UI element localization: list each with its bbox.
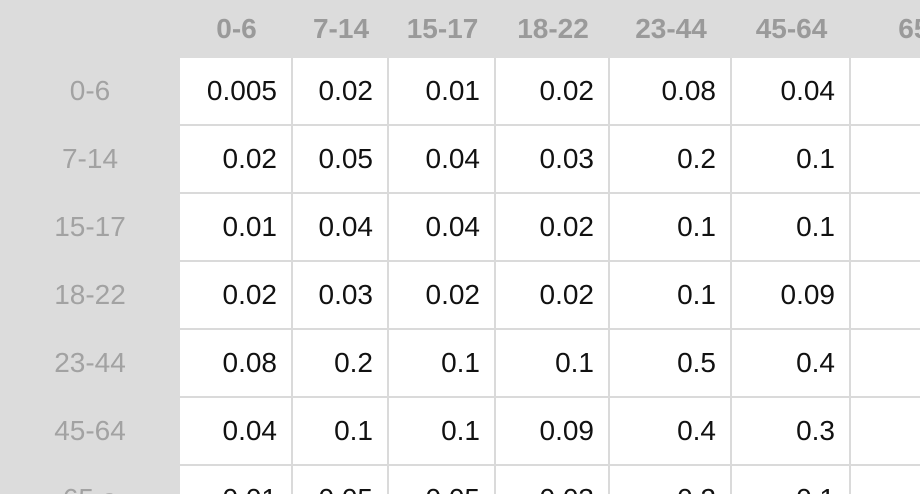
cell: 0.2 [293,330,389,398]
cell: 0.1 [732,466,851,494]
cell: 0.02 [496,58,610,126]
row-header: 23-44 [54,347,126,378]
row-header: 15-17 [54,211,126,242]
row-header: 45-64 [54,415,126,446]
cell: 0.02 [293,58,389,126]
cell [851,398,920,466]
cell: 0.01 [180,194,293,262]
cell: 0.03 [293,262,389,330]
column-header: 18-22 [517,13,589,44]
cell: 0.03 [496,126,610,194]
cell: 0.02 [180,262,293,330]
cell [851,262,920,330]
cell [851,194,920,262]
row-header: 7-14 [61,143,119,174]
cell: 0.02 [496,262,610,330]
column-header: 45-64 [755,13,828,44]
cell: 0.01 [389,58,496,126]
cell: 0.005 [180,58,293,126]
cell: 0.04 [293,194,389,262]
row-header: 65 a [0,466,180,494]
row-header: 18-22 [54,279,126,310]
cell [851,126,920,194]
cell: 0.2 [610,466,732,494]
cell: 0.05 [389,466,496,494]
cell: 0.4 [732,330,851,398]
cell: 0.1 [496,330,610,398]
cell: 0.03 [496,466,610,494]
column-header: 23-44 [635,13,707,44]
cell: 0.02 [180,126,293,194]
cell: 0.1 [389,330,496,398]
cell: 0.01 [180,466,293,494]
cell: 0.02 [496,194,610,262]
cell: 0.1 [610,194,732,262]
cell: 0.1 [732,126,851,194]
cell [851,466,920,494]
cell [851,58,920,126]
cell [851,330,920,398]
cell: 0.05 [293,126,389,194]
column-header: 15-17 [406,13,479,44]
cell: 0.08 [180,330,293,398]
cell: 0.04 [389,126,496,194]
cell: 0.04 [732,58,851,126]
column-header: 7-14 [312,13,370,44]
cell: 0.3 [732,398,851,466]
cell: 0.05 [293,466,389,494]
column-header: 65 a [898,13,920,44]
cell: 0.1 [389,398,496,466]
cell: 0.4 [610,398,732,466]
cell: 0.04 [180,398,293,466]
column-header: 0-6 [216,13,257,44]
cell: 0.2 [610,126,732,194]
cell: 0.1 [732,194,851,262]
cell: 0.02 [389,262,496,330]
cell: 0.04 [389,194,496,262]
cell: 0.09 [732,262,851,330]
cell: 0.09 [496,398,610,466]
cell: 0.08 [610,58,732,126]
row-header: 0-6 [69,75,111,106]
cell: 0.5 [610,330,732,398]
cell: 0.1 [610,262,732,330]
cell: 0.1 [293,398,389,466]
